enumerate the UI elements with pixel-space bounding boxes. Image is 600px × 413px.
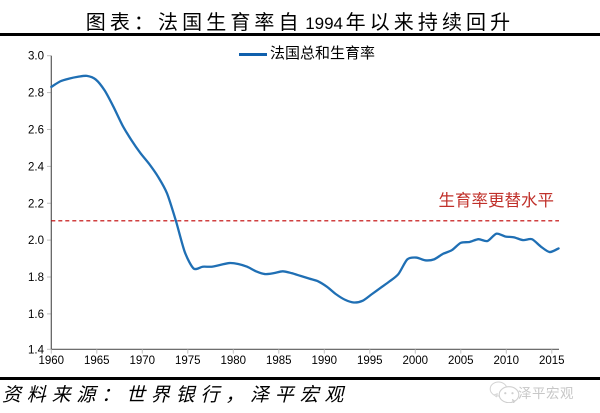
svg-text:1965: 1965 xyxy=(84,355,110,367)
svg-text:1990: 1990 xyxy=(312,355,338,367)
svg-text:2.6: 2.6 xyxy=(28,125,44,137)
svg-text:1985: 1985 xyxy=(266,355,292,367)
svg-text:1995: 1995 xyxy=(357,355,383,367)
svg-text:2010: 2010 xyxy=(494,355,520,367)
svg-text:2000: 2000 xyxy=(403,355,429,367)
svg-text:2.4: 2.4 xyxy=(28,161,45,173)
svg-text:2015: 2015 xyxy=(539,355,565,367)
svg-text:1960: 1960 xyxy=(39,355,65,367)
svg-text:2.8: 2.8 xyxy=(28,88,44,100)
svg-text:2.2: 2.2 xyxy=(28,198,44,210)
svg-text:2005: 2005 xyxy=(448,355,474,367)
svg-text:3.0: 3.0 xyxy=(28,51,44,63)
svg-text:1970: 1970 xyxy=(130,355,156,367)
svg-text:生育率更替水平: 生育率更替水平 xyxy=(439,191,555,210)
svg-text:1.6: 1.6 xyxy=(28,309,44,321)
svg-text:2.0: 2.0 xyxy=(28,235,44,247)
svg-text:1980: 1980 xyxy=(221,355,247,367)
svg-text:1975: 1975 xyxy=(175,355,201,367)
svg-text:1.8: 1.8 xyxy=(28,272,44,284)
